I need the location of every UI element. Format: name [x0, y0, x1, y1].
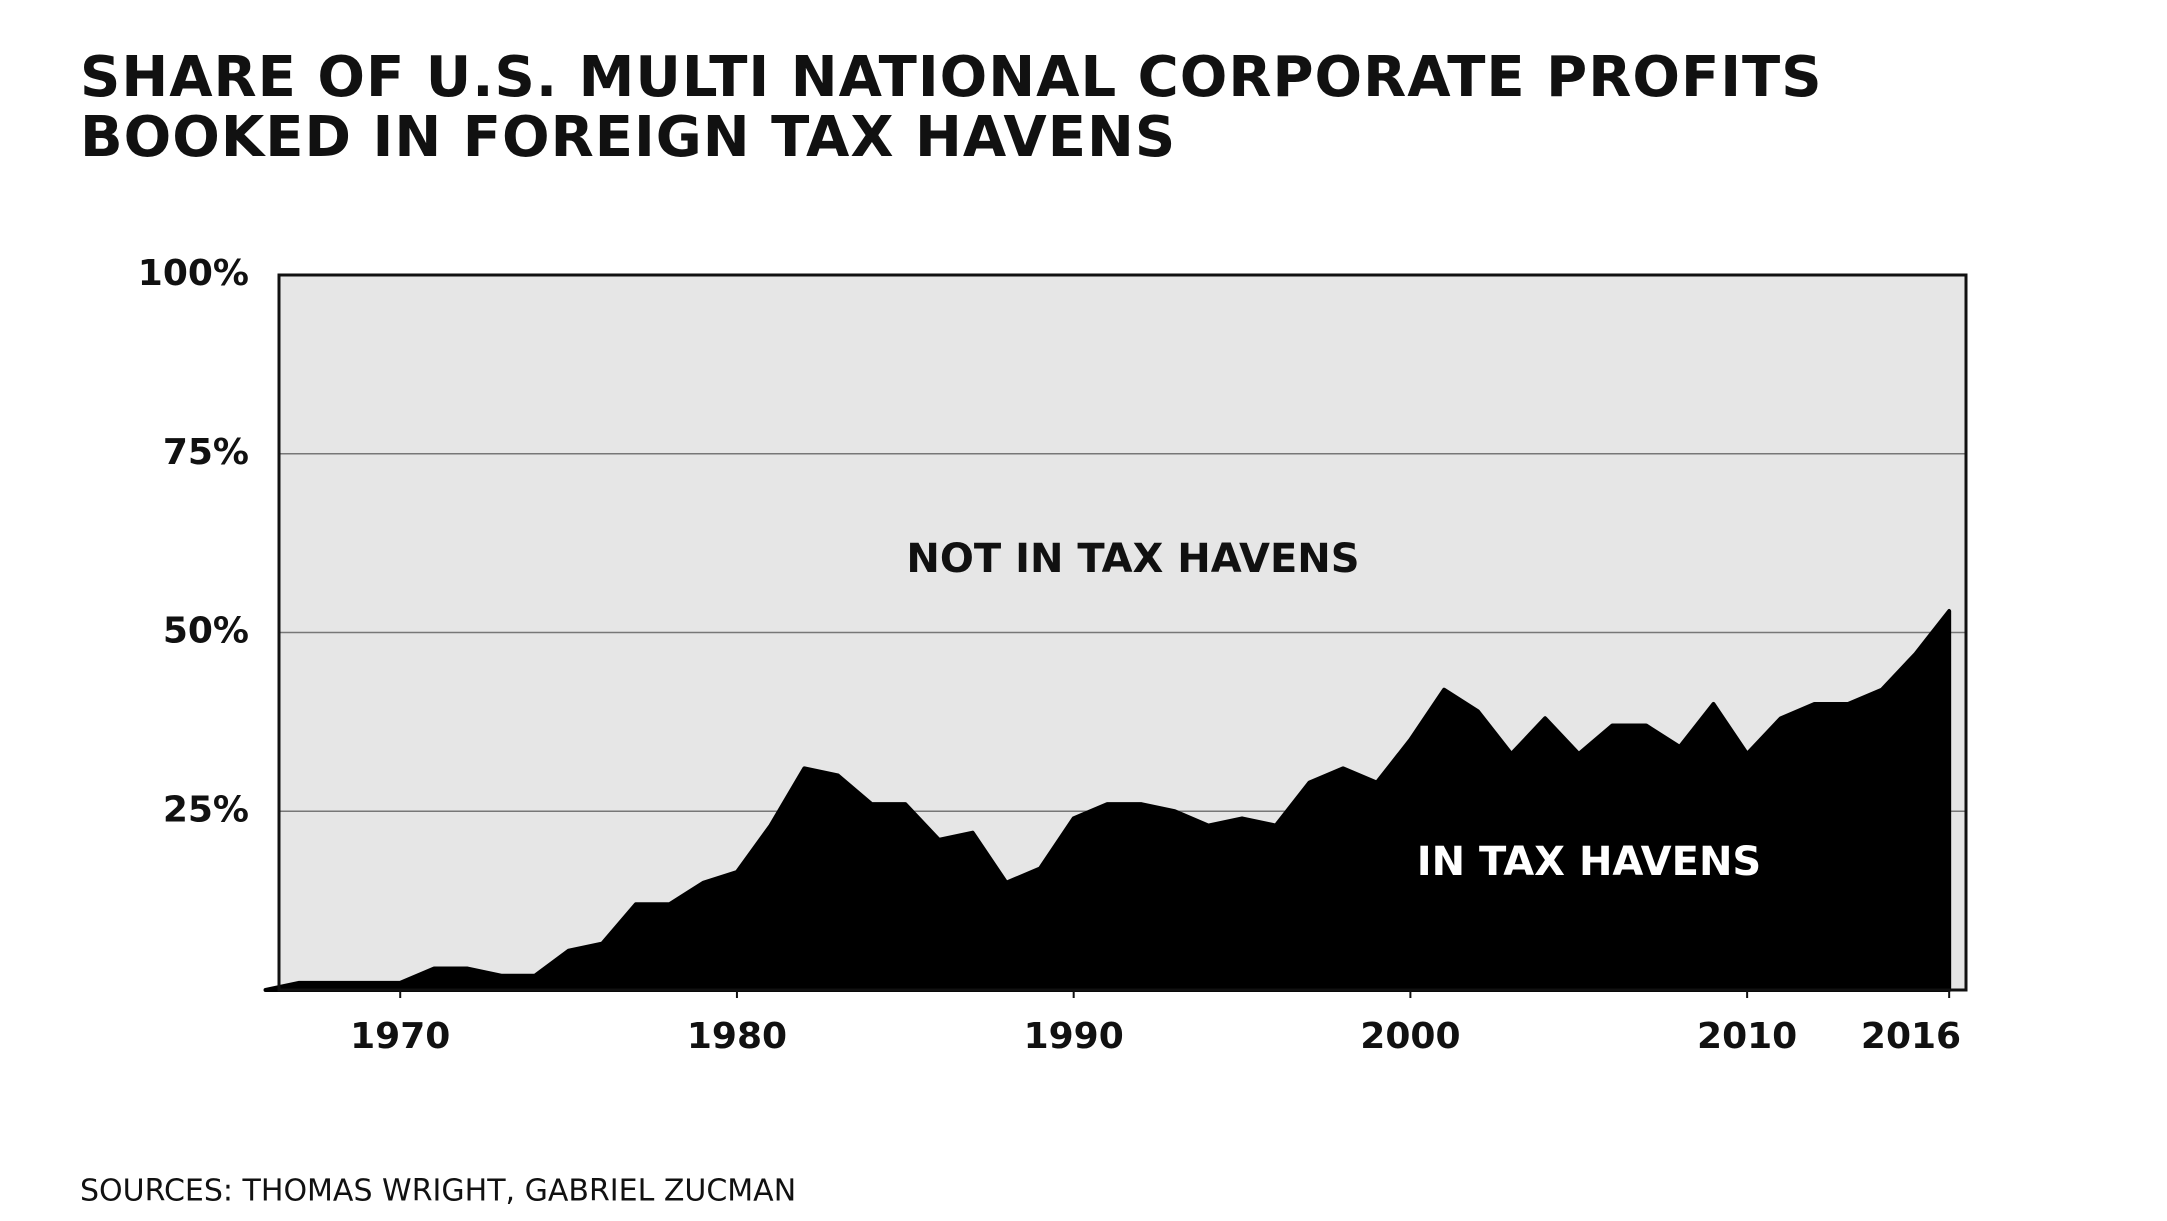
y-tick-label: 75%	[163, 432, 249, 473]
x-tick-label: 2010	[1697, 1016, 1797, 1057]
annotation: NOT IN TAX HAVENS	[906, 536, 1359, 582]
source: SOURCES: THOMAS WRIGHT, GABRIEL ZUCMAN	[80, 1174, 796, 1209]
x-tick-label: 2000	[1360, 1016, 1460, 1057]
chart-title: SHARE OF U.S. MULTI NATIONAL CORPORATE P…	[80, 45, 1823, 170]
area	[263, 609, 1952, 992]
plot-frame	[277, 273, 1968, 992]
x-tick-label: 1980	[687, 1016, 787, 1057]
x-tick-label: 1990	[1024, 1016, 1124, 1057]
annotation: IN TAX HAVENS	[1417, 839, 1761, 885]
x-tick-label: 1970	[350, 1016, 450, 1057]
y-tick-label: 100%	[138, 253, 249, 294]
y-tick-label: 25%	[163, 789, 249, 830]
y-tick-label: 50%	[163, 611, 249, 652]
x-tick-label: 2016	[1861, 1016, 1961, 1057]
